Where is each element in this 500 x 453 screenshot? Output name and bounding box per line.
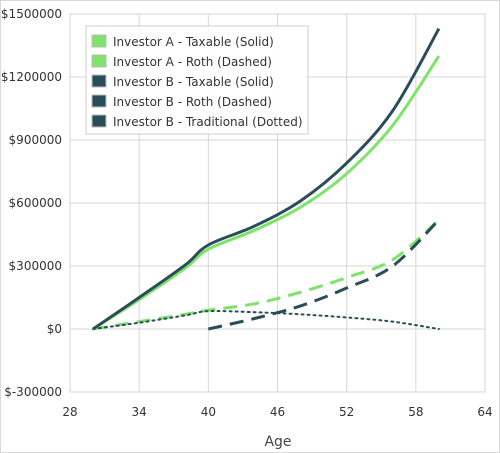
series-line-5 bbox=[92, 310, 440, 330]
legend-swatch-2 bbox=[91, 54, 107, 68]
legend-swatch-4 bbox=[91, 94, 107, 108]
series-line-3 bbox=[92, 27, 441, 331]
y-tick-label: $-300000 bbox=[4, 385, 62, 399]
series-line-1 bbox=[92, 55, 441, 331]
legend-swatch-3 bbox=[91, 74, 107, 88]
x-tick-label: 40 bbox=[201, 405, 216, 419]
series-line-4 bbox=[207, 218, 440, 331]
y-tick-label: $900000 bbox=[9, 133, 62, 147]
y-tick-label: $300000 bbox=[9, 259, 62, 273]
legend-label-3: Investor B - Taxable (Solid) bbox=[113, 75, 274, 89]
legend: Investor A - Taxable (Solid) Investor A -… bbox=[85, 25, 309, 135]
y-tick-label: $0 bbox=[47, 322, 62, 336]
legend-box bbox=[85, 25, 309, 135]
legend-label-2: Investor A - Roth (Dashed) bbox=[113, 55, 272, 69]
x-tick-label: 28 bbox=[62, 405, 77, 419]
x-tick-label: 58 bbox=[408, 405, 423, 419]
series-line-2 bbox=[92, 218, 440, 331]
axes: 28 34 40 46 52 58 64 $-300000 $0 $300000 $600000 $9… bbox=[1, 7, 493, 419]
x-tick-label: 34 bbox=[132, 405, 147, 419]
legend-label-5: Investor B - Traditional (Dotted) bbox=[113, 115, 303, 129]
y-tick-label: $600000 bbox=[9, 196, 62, 210]
y-tick-label: $1200000 bbox=[1, 70, 62, 84]
legend-swatch-1 bbox=[91, 34, 107, 48]
series-group bbox=[92, 27, 441, 331]
x-tick-label: 46 bbox=[270, 405, 285, 419]
legend-swatch-5 bbox=[91, 114, 107, 128]
y-tick-label: $1500000 bbox=[1, 7, 62, 21]
legend-label-4: Investor B - Roth (Dashed) bbox=[113, 95, 272, 109]
x-tick-label: 52 bbox=[339, 405, 354, 419]
x-axis-title: Age bbox=[264, 434, 291, 450]
x-tick-label: 64 bbox=[477, 405, 492, 419]
legend-label-1: Investor A - Taxable (Solid) bbox=[113, 35, 274, 49]
